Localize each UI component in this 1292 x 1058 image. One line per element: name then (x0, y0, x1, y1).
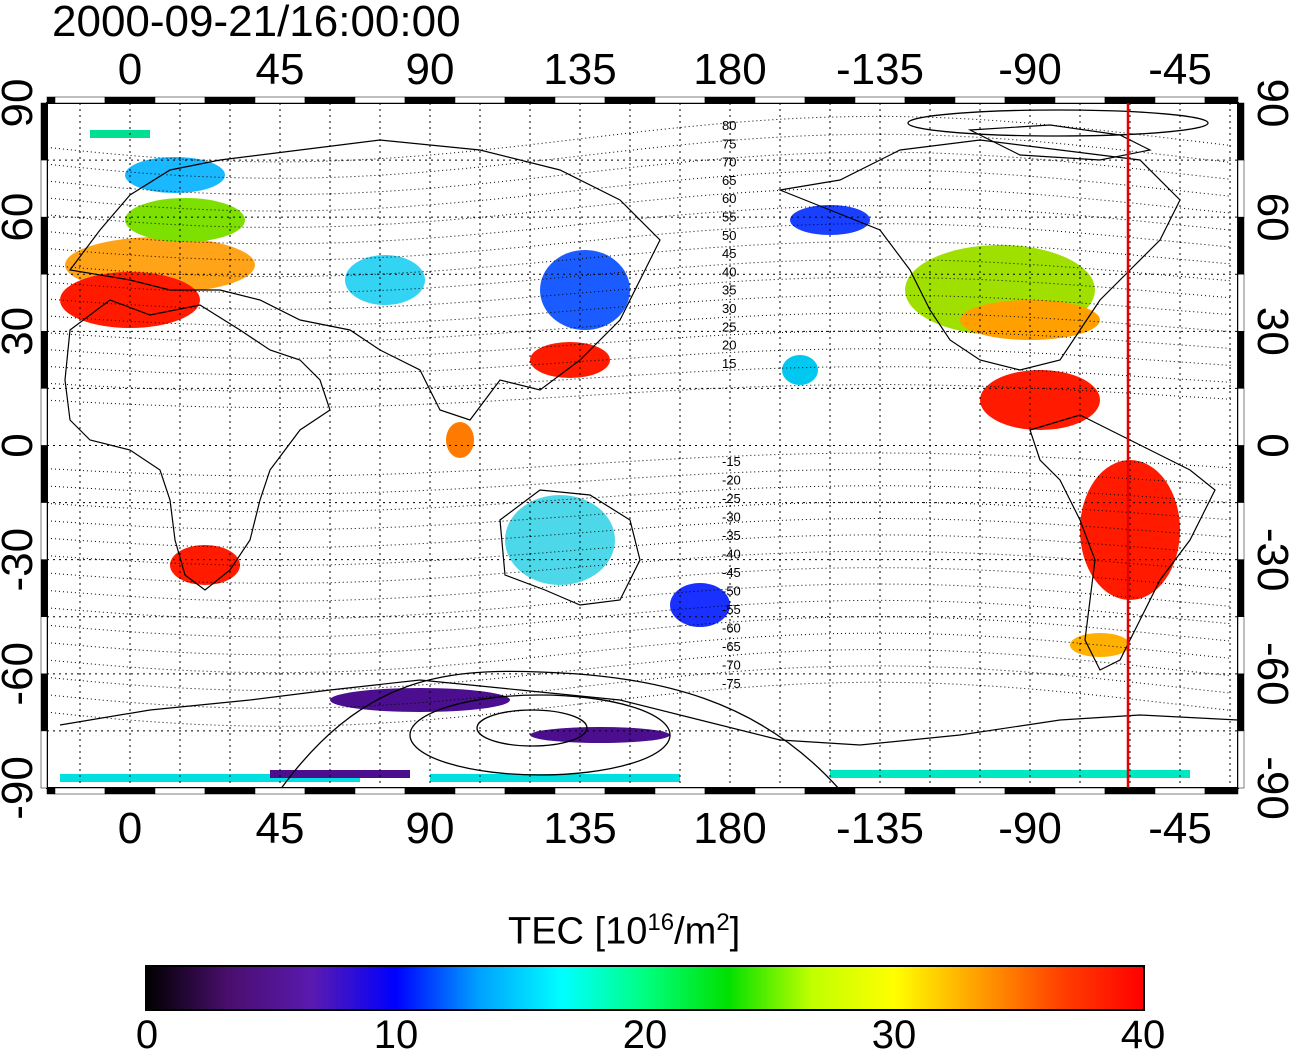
mlat-label--30: -30 (722, 510, 741, 525)
top-lon-tick-3: 135 (543, 45, 616, 94)
colorbar-tick-10: 10 (373, 1013, 419, 1057)
frame-scale-bars (40, 96, 1245, 795)
colorbar-title: TEC [1016/m2] (508, 909, 741, 953)
top-lon-tick-1: 45 (256, 45, 305, 94)
top-lon-tick-6: -90 (998, 45, 1062, 94)
mlat-label--75: -75 (722, 676, 741, 691)
mlat-label--25: -25 (722, 491, 741, 506)
mlat-label--45: -45 (722, 565, 741, 580)
mlat-label--20: -20 (722, 473, 741, 488)
mlat-label-35: 35 (722, 283, 736, 298)
colorbar-tick-30: 30 (871, 1013, 917, 1057)
bottom-lon-tick-6: -90 (998, 804, 1062, 853)
mlat-label--15: -15 (722, 454, 741, 469)
right-lat-tick-2: 30 (1248, 307, 1292, 356)
colorbar-tick-20: 20 (622, 1013, 668, 1057)
mlat-label--40: -40 (722, 547, 741, 562)
mlat-label-70: 70 (722, 155, 736, 170)
right-lat-tick-3: 0 (1248, 433, 1292, 457)
graticule-grid (47, 103, 1238, 788)
top-lon-tick-0: 0 (118, 45, 142, 94)
mlat-label--65: -65 (722, 639, 741, 654)
mlat-label-25: 25 (722, 319, 736, 334)
bottom-lon-tick-5: -135 (836, 804, 924, 853)
mlat-label-20: 20 (722, 338, 736, 353)
top-lon-tick-5: -135 (836, 45, 924, 94)
top-lon-tick-2: 90 (406, 45, 455, 94)
bottom-lon-tick-1: 45 (256, 804, 305, 853)
bottom-longitude-ticks: 0 45 90 135 180 -135 -90 -45 (118, 804, 1212, 853)
top-longitude-ticks: 0 45 90 135 180 -135 -90 -45 (118, 45, 1212, 94)
mlat-label-45: 45 (722, 246, 736, 261)
left-lat-tick-2: 30 (0, 307, 42, 356)
bottom-lon-tick-7: -45 (1148, 804, 1212, 853)
left-lat-tick-0: 90 (0, 79, 42, 128)
magnetic-latitude-contours (47, 115, 1232, 727)
mlat-label-60: 60 (722, 191, 736, 206)
right-lat-tick-0: 90 (1248, 79, 1292, 128)
mlat-label-30: 30 (722, 301, 736, 316)
mlat-label-75: 75 (722, 136, 736, 151)
left-lat-tick-6: -90 (0, 756, 42, 820)
mlat-label-55: 55 (722, 210, 736, 225)
left-lat-tick-4: -30 (0, 528, 42, 592)
bottom-lon-tick-3: 135 (543, 804, 616, 853)
timestamp-title: 2000-09-21/16:00:00 (52, 0, 461, 46)
left-lat-tick-3: 0 (0, 433, 42, 457)
right-latitude-ticks: 90 60 30 0 -30 -60 -90 (1248, 79, 1292, 820)
mlat-label--60: -60 (722, 621, 741, 636)
right-lat-tick-1: 60 (1248, 193, 1292, 242)
colorbar-tick-40: 40 (1120, 1013, 1166, 1057)
right-lat-tick-6: -90 (1248, 756, 1292, 820)
mlat-label-15: 15 (722, 356, 736, 371)
bottom-lon-tick-4: 180 (693, 804, 766, 853)
bottom-lon-tick-0: 0 (118, 804, 142, 853)
top-lon-tick-7: -45 (1148, 45, 1212, 94)
bottom-lon-tick-2: 90 (406, 804, 455, 853)
top-lon-tick-4: 180 (693, 45, 766, 94)
right-lat-tick-4: -30 (1248, 528, 1292, 592)
mlat-label--50: -50 (722, 584, 741, 599)
mlat-label--35: -35 (722, 528, 741, 543)
mlat-label-65: 65 (722, 173, 736, 188)
left-lat-tick-5: -60 (0, 642, 42, 706)
colorbar (145, 965, 1145, 1011)
magnetic-pole-ovals (280, 109, 1209, 788)
mlat-label-50: 50 (722, 228, 736, 243)
right-lat-tick-5: -60 (1248, 642, 1292, 706)
mlat-label--55: -55 (722, 602, 741, 617)
colorbar-tick-0: 0 (135, 1013, 159, 1057)
mlat-label-40: 40 (722, 264, 736, 279)
mlat-label--70: -70 (722, 658, 741, 673)
left-lat-tick-1: 60 (0, 193, 42, 242)
mlat-label-80: 80 (722, 118, 736, 133)
magnetic-latitude-labels: 80 75 70 65 60 55 50 45 40 35 30 25 20 15 -15 -20 -25 -30… (722, 118, 741, 691)
left-latitude-ticks: 90 60 30 0 -30 -60 -90 (0, 79, 42, 820)
